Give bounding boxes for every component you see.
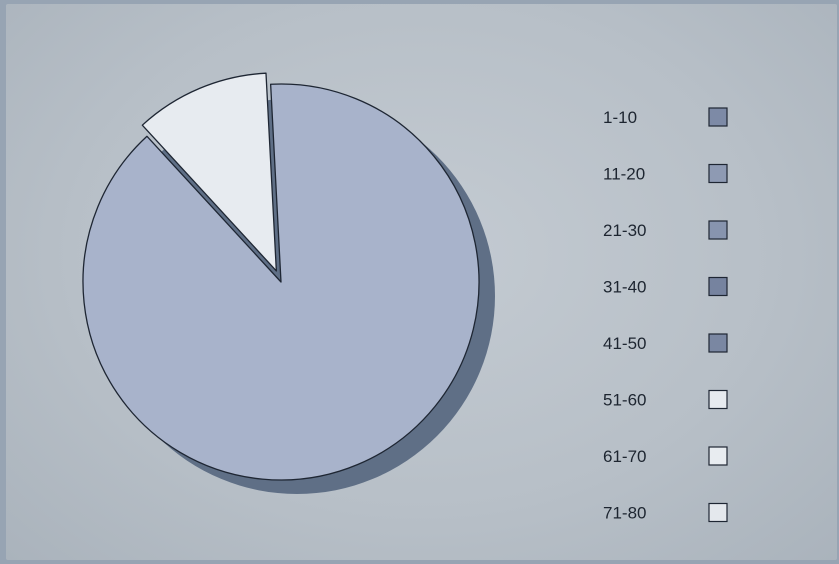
legend-swatch-31-40 xyxy=(708,276,728,297)
legend-swatch-61-70 xyxy=(708,446,728,466)
legend-swatch-1-10 xyxy=(708,107,728,127)
legend-swatch-11-20 xyxy=(708,163,728,184)
pie-slices xyxy=(82,72,480,481)
legend-label-21-30: 21-30 xyxy=(603,221,646,240)
legend-label-71-80: 71-80 xyxy=(603,504,646,523)
pie-slice-71-80 xyxy=(141,72,277,272)
legend-label-61-70: 61-70 xyxy=(603,447,646,466)
legend-swatch-71-80 xyxy=(708,502,728,523)
legend-label-41-50: 41-50 xyxy=(603,334,646,353)
legend-swatch-51-60 xyxy=(708,389,728,410)
legend-swatch-21-30 xyxy=(708,220,728,240)
legend-label-31-40: 31-40 xyxy=(603,278,646,297)
pie-slice-61-70 xyxy=(82,83,480,481)
legend-label-11-20: 11-20 xyxy=(603,165,645,184)
legend-swatch-41-50 xyxy=(708,333,728,353)
legend-label-51-60: 51-60 xyxy=(603,391,646,410)
legend: 1-10 11-20 21-30 31-40 41-50 51-60 61-70 71-80 xyxy=(603,107,728,523)
legend-label-1-10: 1-10 xyxy=(603,108,637,127)
